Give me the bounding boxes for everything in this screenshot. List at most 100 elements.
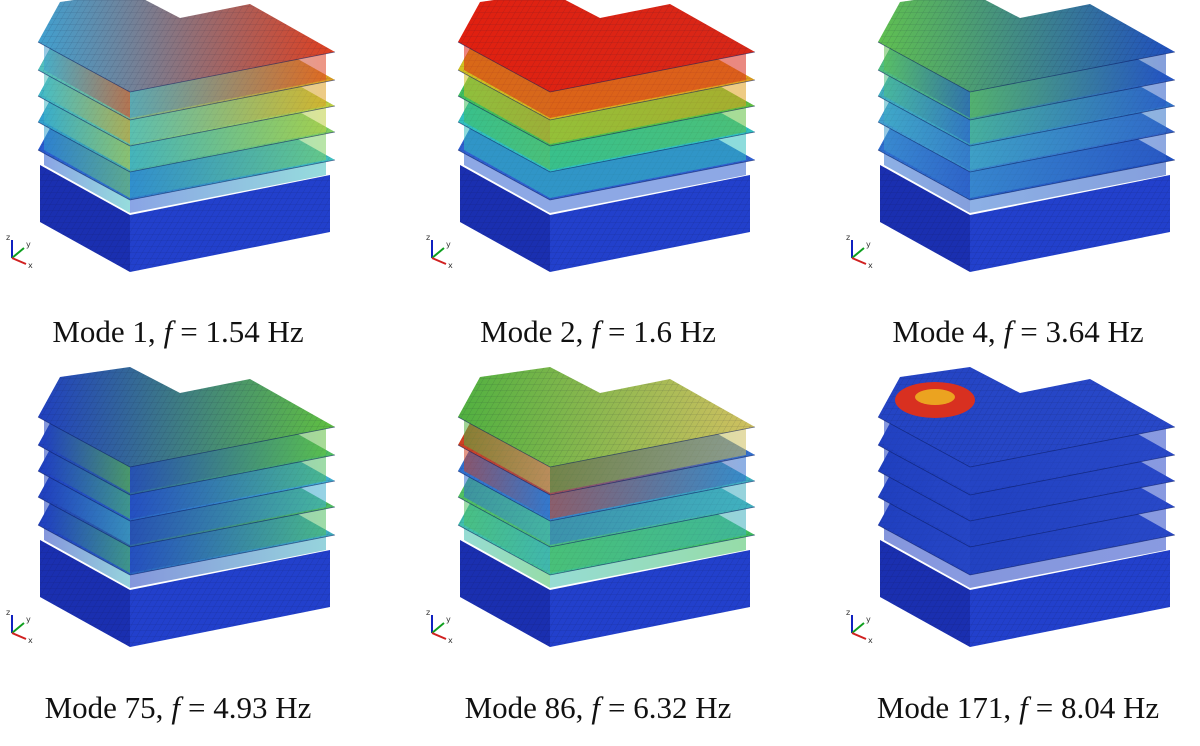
triad-label: z xyxy=(426,233,430,242)
slab-edge xyxy=(457,69,756,121)
triad-x xyxy=(11,632,27,640)
storey-wall xyxy=(550,535,746,588)
mesh xyxy=(880,165,970,272)
caption-frequency: = 6.32 Hz xyxy=(608,690,731,725)
slab-edge xyxy=(877,95,1176,147)
mesh xyxy=(38,0,335,92)
storey-wall xyxy=(130,106,326,170)
mesh xyxy=(458,0,755,92)
caption-symbol: f xyxy=(1019,690,1032,725)
triad-y xyxy=(431,622,445,634)
storey-wall xyxy=(44,70,130,144)
caption: Mode 171, f = 8.04 Hz xyxy=(877,690,1159,725)
storey-wall xyxy=(884,417,970,493)
storey-wall xyxy=(130,52,326,118)
storey-wall xyxy=(44,497,130,573)
slab-edge xyxy=(37,41,336,93)
caption-symbol: f xyxy=(1004,314,1017,349)
caption: Mode 75, f = 4.93 Hz xyxy=(45,690,312,725)
storey-wall xyxy=(130,132,326,198)
storey-wall xyxy=(130,160,326,213)
storey-wall xyxy=(550,132,746,198)
mode-panel: z y x Mode 1, f = 1.54 Hz xyxy=(6,0,336,349)
mesh xyxy=(38,367,335,467)
storey-wall xyxy=(970,106,1166,170)
mode-panel: z y x Mode 171, f = 8.04 Hz xyxy=(846,367,1176,725)
mode-panel: z y x Mode 4, f = 3.64 Hz xyxy=(846,0,1176,349)
triad-label: x xyxy=(868,636,873,645)
mesh xyxy=(550,175,750,272)
slab-edge xyxy=(457,41,756,93)
slab-edge xyxy=(37,496,336,548)
storey-wall xyxy=(884,471,970,545)
storey-wall xyxy=(884,70,970,144)
triad-x xyxy=(431,257,447,265)
caption-symbol: f xyxy=(591,314,604,349)
caption-frequency: = 8.04 Hz xyxy=(1036,690,1159,725)
slab-edge xyxy=(37,524,336,576)
slab-edge xyxy=(877,121,1176,173)
caption: Mode 1, f = 1.54 Hz xyxy=(52,314,303,349)
slab-edge xyxy=(877,444,1176,496)
storey-wall xyxy=(464,150,550,213)
slab-edge xyxy=(37,470,336,522)
slab-edge xyxy=(877,69,1176,121)
caption-mode: Mode 2, xyxy=(480,314,583,349)
caption-frequency: = 1.54 Hz xyxy=(180,314,303,349)
slab-edge xyxy=(877,416,1176,468)
caption-frequency: = 4.93 Hz xyxy=(188,690,311,725)
storey-wall xyxy=(464,42,550,118)
storey-wall xyxy=(130,80,326,144)
triad-label: y xyxy=(446,240,451,249)
storey-wall xyxy=(130,507,326,573)
mesh xyxy=(880,540,970,647)
storey-wall xyxy=(884,497,970,573)
storey-wall xyxy=(464,70,550,144)
storey-wall xyxy=(550,80,746,144)
storey-wall xyxy=(550,160,746,213)
triad-y xyxy=(851,622,865,634)
slab-edge xyxy=(457,444,756,496)
storey-wall xyxy=(550,427,746,493)
storey-wall xyxy=(970,52,1166,118)
triad-label: x xyxy=(28,261,33,270)
mesh xyxy=(460,540,550,647)
triad-y xyxy=(431,247,445,259)
slab-edge xyxy=(37,416,336,468)
mesh xyxy=(40,165,130,272)
slab-edge xyxy=(457,121,756,173)
caption-mode: Mode 86, xyxy=(465,690,584,725)
caption: Mode 2, f = 1.6 Hz xyxy=(480,314,716,349)
slab-edge xyxy=(877,496,1176,548)
triad-label: y xyxy=(446,615,451,624)
triad-x xyxy=(851,257,867,265)
slab-edge xyxy=(37,149,336,201)
caption-symbol: f xyxy=(164,314,177,349)
storey-wall xyxy=(44,471,130,545)
mesh xyxy=(878,0,1175,92)
slab-edge xyxy=(457,95,756,147)
dome xyxy=(915,389,955,405)
slab-edge xyxy=(877,524,1176,576)
mesh xyxy=(40,540,130,647)
storey-wall xyxy=(970,481,1166,545)
storey-wall xyxy=(970,535,1166,588)
slab-edge xyxy=(37,121,336,173)
mesh xyxy=(458,367,755,467)
storey-wall xyxy=(464,445,550,519)
slab-edge xyxy=(877,470,1176,522)
triad-x xyxy=(11,257,27,265)
mesh xyxy=(130,175,330,272)
slab-edge xyxy=(457,524,756,576)
caption-frequency: = 1.6 Hz xyxy=(608,314,716,349)
triad-label: z xyxy=(426,608,430,617)
storey-wall xyxy=(550,106,746,170)
storey-wall xyxy=(970,507,1166,573)
storey-wall xyxy=(464,122,550,198)
slab-edge xyxy=(37,95,336,147)
caption-mode: Mode 1, xyxy=(52,314,155,349)
caption-mode: Mode 171, xyxy=(877,690,1011,725)
mesh xyxy=(130,550,330,647)
triad-label: x xyxy=(448,636,453,645)
